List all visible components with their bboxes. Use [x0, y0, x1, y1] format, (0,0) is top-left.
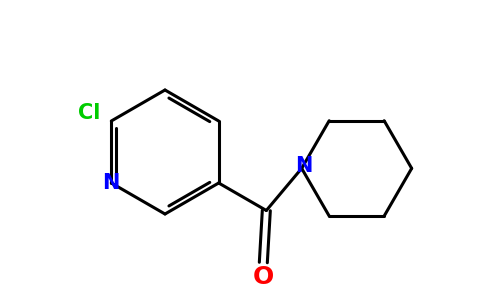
- Text: O: O: [253, 265, 274, 289]
- Text: N: N: [103, 173, 120, 193]
- Text: Cl: Cl: [78, 103, 101, 123]
- Text: N: N: [295, 156, 312, 176]
